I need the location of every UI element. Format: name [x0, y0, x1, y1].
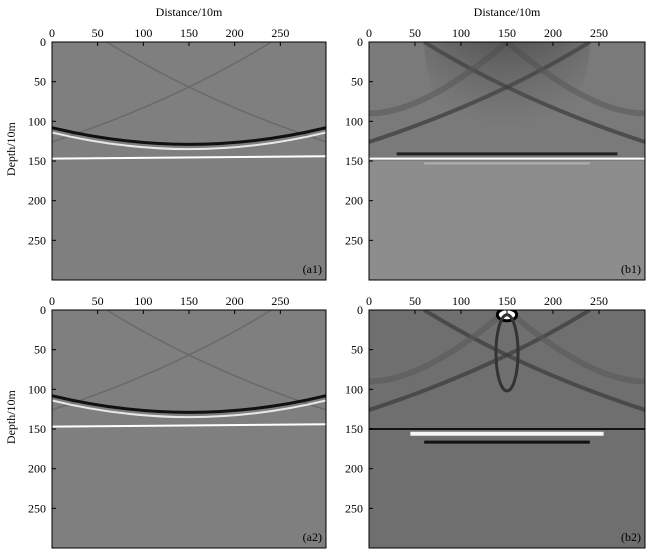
- x-tick-label: 150: [180, 294, 198, 308]
- x-tick-label: 200: [226, 294, 244, 308]
- y-tick-label: 200: [345, 462, 363, 476]
- panel-label: (a2): [303, 530, 322, 544]
- y-tick-label: 0: [40, 303, 46, 317]
- y-tick-label: 100: [345, 382, 363, 396]
- x-tick-label: 0: [366, 294, 372, 308]
- image-band: [52, 131, 326, 151]
- x-tick-label: 100: [452, 26, 470, 40]
- panel-label: (b1): [621, 262, 641, 276]
- x-tick-label: 200: [544, 26, 562, 40]
- x-tick-label: 200: [544, 294, 562, 308]
- image-arc: [106, 42, 326, 143]
- image-source: [161, 42, 217, 90]
- image-arc: [52, 310, 272, 411]
- y-tick-label: 200: [28, 462, 46, 476]
- image-reflector: [52, 423, 326, 428]
- x-tick-label: 50: [409, 26, 421, 40]
- image-source: [424, 42, 590, 150]
- y-tick-label: 100: [28, 114, 46, 128]
- image: [52, 42, 326, 280]
- x-tick-label: 100: [452, 294, 470, 308]
- x-tick-label: 250: [271, 294, 289, 308]
- x-tick-label: 0: [366, 26, 372, 40]
- image-reflector: [52, 155, 326, 160]
- y-tick-label: 0: [40, 35, 46, 49]
- image-arc: [505, 310, 645, 385]
- x-tick-label: 0: [49, 294, 55, 308]
- image-band: [52, 399, 326, 419]
- image-arc: [369, 310, 591, 412]
- y-tick-label: 150: [345, 154, 363, 168]
- y-tick-label: 50: [34, 75, 46, 89]
- image-lower: [369, 161, 645, 280]
- image-arc: [423, 310, 645, 412]
- x-tick-label: 250: [590, 26, 608, 40]
- x-tick-label: 0: [49, 26, 55, 40]
- y-axis-label: Depth/10m: [4, 389, 18, 444]
- x-tick-label: 50: [92, 26, 104, 40]
- image-arc: [52, 42, 272, 143]
- x-tick-label: 250: [271, 26, 289, 40]
- y-tick-label: 150: [345, 422, 363, 436]
- x-axis-label: Distance/10m: [474, 5, 541, 19]
- x-axis-label: Distance/10m: [156, 5, 223, 19]
- y-tick-label: 200: [28, 194, 46, 208]
- x-tick-label: 50: [92, 294, 104, 308]
- y-tick-label: 150: [28, 154, 46, 168]
- image-band: [52, 394, 326, 414]
- x-tick-label: 150: [180, 26, 198, 40]
- x-tick-label: 150: [498, 26, 516, 40]
- panel-label: (b2): [621, 530, 641, 544]
- image-band: [52, 126, 326, 146]
- image-arc: [369, 310, 509, 385]
- y-tick-label: 250: [28, 233, 46, 247]
- y-tick-label: 250: [345, 233, 363, 247]
- y-tick-label: 50: [34, 343, 46, 357]
- image: [52, 310, 326, 548]
- image: [369, 42, 645, 280]
- image-background: [52, 310, 326, 548]
- y-tick-label: 100: [28, 382, 46, 396]
- x-tick-label: 100: [134, 294, 152, 308]
- y-tick-label: 100: [345, 114, 363, 128]
- x-tick-label: 200: [226, 26, 244, 40]
- y-tick-label: 0: [357, 303, 363, 317]
- x-tick-label: 150: [498, 294, 516, 308]
- y-axis-label: Depth/10m: [4, 121, 18, 176]
- y-tick-label: 250: [28, 501, 46, 515]
- panel-label: (a1): [303, 262, 322, 276]
- x-tick-label: 250: [590, 294, 608, 308]
- image: [369, 310, 645, 548]
- x-tick-label: 100: [134, 26, 152, 40]
- y-tick-label: 50: [351, 75, 363, 89]
- image-source: [494, 313, 520, 393]
- image-arc: [106, 310, 326, 411]
- y-tick-label: 0: [357, 35, 363, 49]
- x-tick-label: 50: [409, 294, 421, 308]
- y-tick-label: 250: [345, 501, 363, 515]
- y-tick-label: 150: [28, 422, 46, 436]
- y-tick-label: 200: [345, 194, 363, 208]
- y-tick-label: 50: [351, 343, 363, 357]
